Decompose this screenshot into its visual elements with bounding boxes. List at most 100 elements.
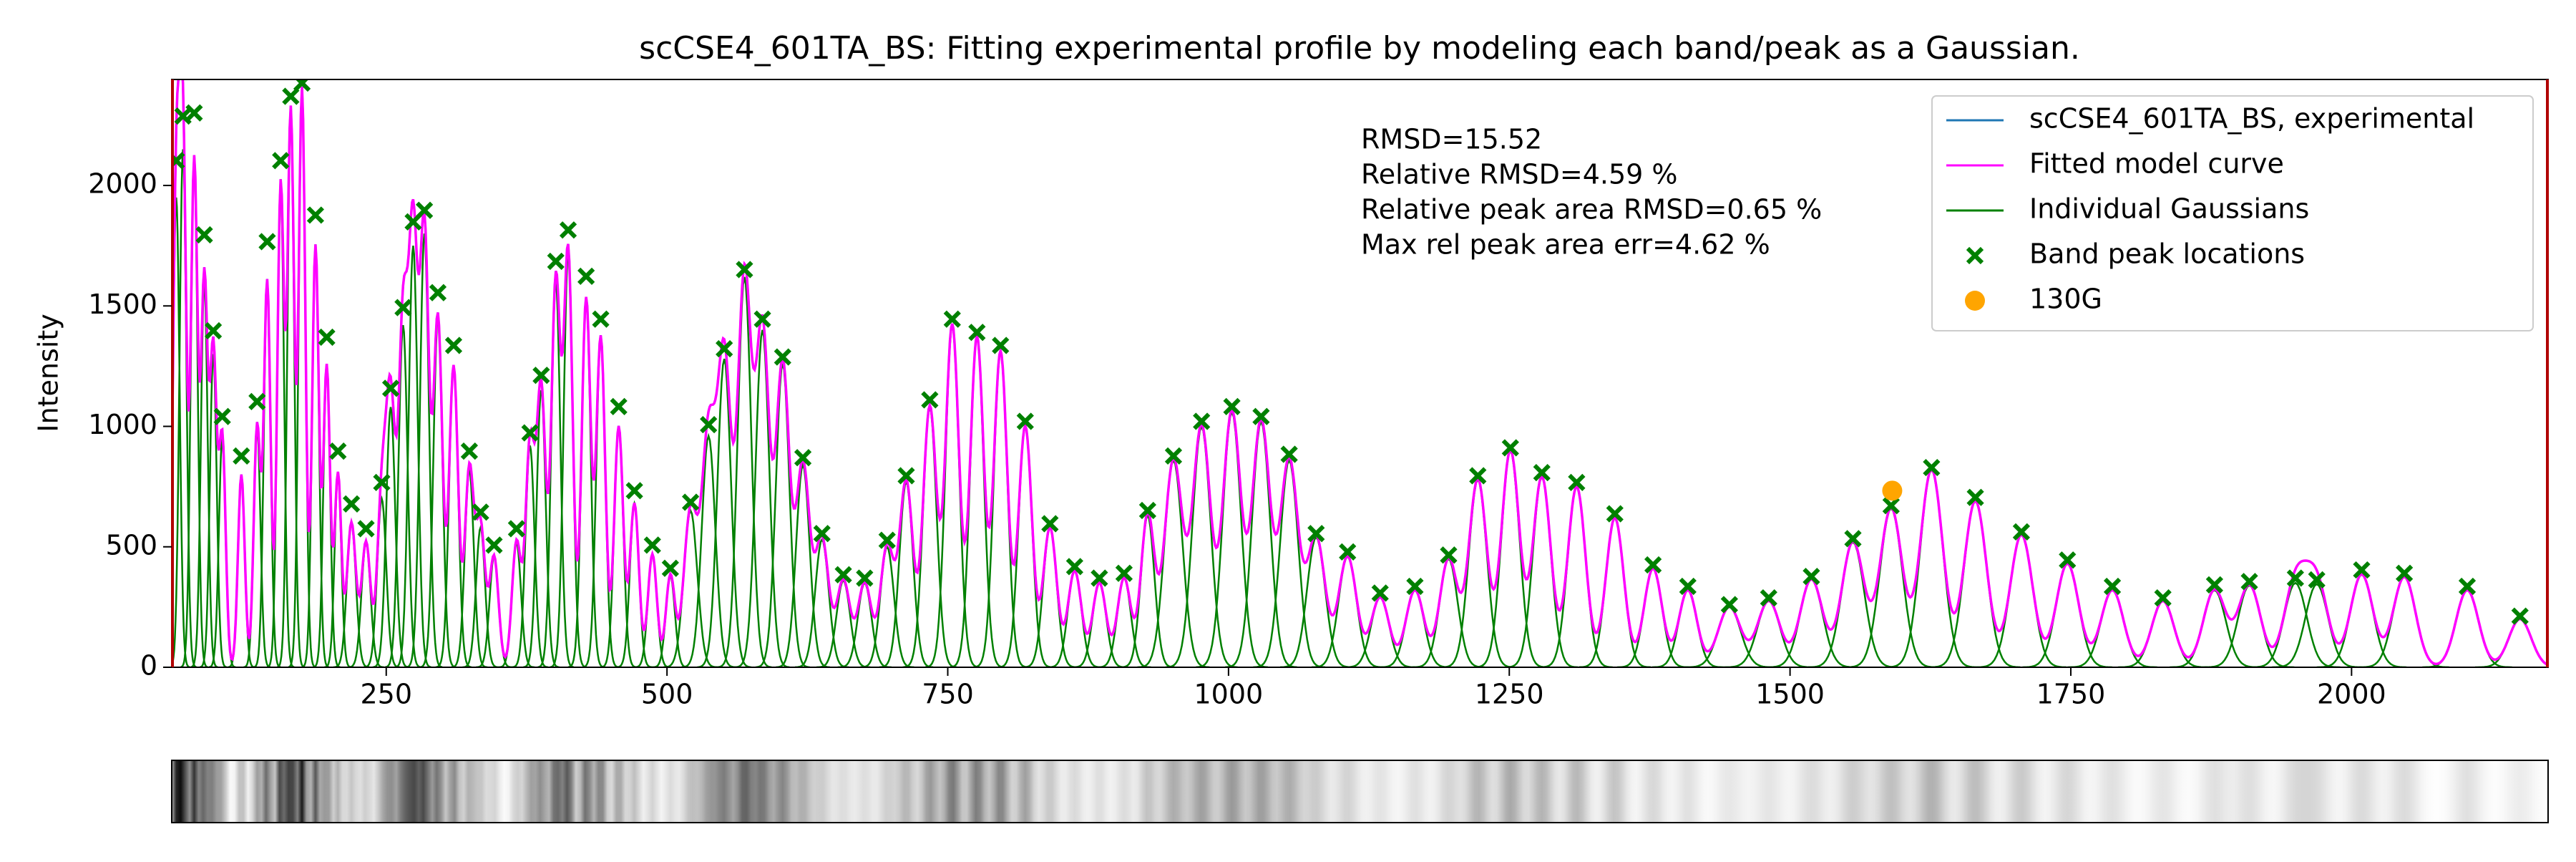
gaussian (1474, 447, 1547, 667)
peak-marker (429, 284, 447, 301)
peak-marker (521, 424, 539, 442)
gaussian (1225, 419, 1297, 667)
peak-marker (1115, 564, 1133, 582)
peak-marker (1193, 412, 1211, 430)
peak-marker (1223, 397, 1241, 416)
peak-marker (204, 321, 223, 340)
annotation: RMSD=15.52 (1361, 124, 1542, 155)
y-tick-label: 1500 (88, 289, 157, 320)
peak-marker (625, 482, 643, 500)
peak-marker (2511, 607, 2529, 625)
peak-marker (293, 79, 311, 92)
peak-marker (643, 536, 661, 554)
gaussian (816, 578, 871, 667)
legend-label: scCSE4_601TA_BS, experimental (2029, 103, 2474, 135)
gaussian (1137, 457, 1210, 667)
legend-label: Individual Gaussians (2029, 193, 2309, 225)
legend-label: 130G (2029, 284, 2102, 315)
gaussian (348, 539, 384, 667)
peak-marker (794, 449, 812, 467)
gaussian (385, 325, 421, 667)
gaussian (2117, 600, 2208, 667)
peak-marker (1065, 558, 1083, 576)
peak-marker (1406, 577, 1424, 596)
peak-marker (233, 447, 250, 465)
peak-marker (1371, 584, 1389, 602)
peak-marker (1644, 556, 1662, 574)
peak-marker (507, 520, 525, 538)
gaussian (950, 336, 1005, 667)
profile-curve (172, 79, 2548, 667)
peak-marker (1501, 439, 1519, 457)
peak-marker (258, 233, 276, 251)
peak-marker (559, 221, 577, 239)
peak-marker (195, 226, 213, 244)
peak-marker (1923, 458, 1941, 477)
gaussian (681, 432, 736, 667)
peak-marker (716, 340, 733, 358)
x-tick-label: 1250 (1475, 679, 1544, 710)
peak-marker (2308, 571, 2326, 589)
peak-marker (681, 493, 700, 511)
gaussian (717, 276, 772, 667)
peak-marker (736, 261, 753, 279)
peak-marker (592, 310, 610, 328)
peak-marker (1016, 412, 1034, 430)
gaussian (406, 233, 443, 667)
peak-marker (834, 566, 852, 583)
y-tick-label: 0 (140, 650, 157, 682)
plot-area (172, 79, 2548, 667)
gaussian (419, 317, 457, 667)
gaussian (837, 581, 892, 667)
gaussian (663, 508, 718, 667)
peak-marker (1091, 569, 1108, 587)
peak-marker (416, 201, 434, 219)
peak-marker (610, 397, 628, 416)
peak-marker (174, 107, 192, 125)
legend-box (1931, 95, 2534, 331)
peak-marker (444, 336, 463, 354)
x-tick-label: 1750 (2036, 679, 2106, 710)
peak-marker (2458, 577, 2477, 596)
peak-marker (921, 391, 939, 409)
peak-marker (1760, 589, 1777, 607)
annotations: RMSD=15.52 Relative RMSD=4.59 % Relative p… (1361, 124, 1822, 261)
peak-marker (1469, 467, 1487, 485)
gaussian (697, 359, 751, 667)
gaussian (2250, 581, 2341, 667)
legend-marker (1965, 291, 1985, 311)
peak-marker (1164, 447, 1183, 465)
y-tick-label: 1000 (88, 409, 157, 440)
gaussian (2422, 589, 2512, 667)
gaussian (776, 462, 830, 667)
y-tick-label: 2000 (88, 168, 157, 200)
peak-marker (2395, 564, 2414, 582)
gaussian (364, 495, 400, 667)
peak-marker (2103, 577, 2122, 596)
gaussian (582, 336, 619, 667)
legend-label: Band peak locations (2029, 238, 2305, 270)
peak-marker (472, 503, 489, 521)
peak-marker (1966, 488, 1984, 506)
gaussian (395, 246, 431, 667)
peak-marker (1606, 505, 1624, 523)
gaussian (1652, 589, 1724, 667)
gaussian (1253, 457, 1325, 667)
peak-marker (1339, 543, 1357, 561)
annotation: Max rel peak area err=4.62 % (1361, 229, 1770, 261)
peak-marker (318, 328, 336, 347)
gaussian (172, 149, 197, 667)
gaussian (512, 445, 548, 667)
gaussian (1541, 484, 1613, 667)
gaussian (755, 363, 810, 667)
peak-marker (1138, 501, 1156, 520)
gaussian (451, 469, 488, 667)
gaussian (1097, 576, 1151, 667)
gaussian (735, 329, 790, 667)
peak-marker (2353, 561, 2371, 579)
peak-marker (2012, 523, 2031, 541)
gaussian (372, 407, 409, 667)
peak-marker (2286, 569, 2304, 587)
peak-marker (856, 569, 874, 587)
